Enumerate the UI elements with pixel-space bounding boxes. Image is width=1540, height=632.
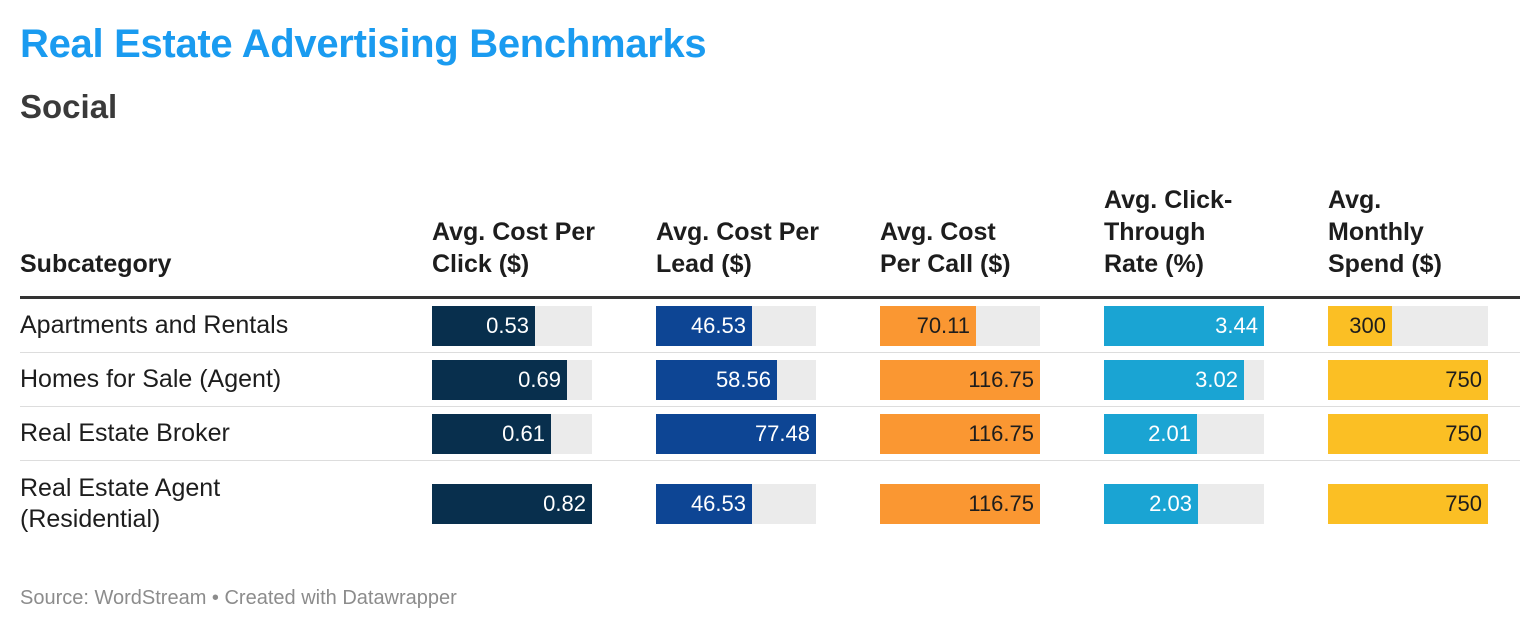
bar-value-label: 116.75 (968, 491, 1034, 516)
bar-value-label: 116.75 (968, 420, 1034, 446)
header-row: Subcategory Avg. Cost Per Click ($) Avg.… (20, 184, 1520, 299)
cost-per-click-bar-track: 0.53 (432, 305, 592, 346)
monthly-spend-bar (1328, 413, 1488, 454)
chart-title: Real Estate Advertising Benchmarks (20, 22, 707, 66)
col-header-cost-per-lead[interactable]: Avg. Cost Per Lead ($) (656, 218, 820, 278)
click-through-rate-bar-track: 3.02 (1104, 359, 1264, 400)
monthly-spend-bar-track: 750 (1328, 359, 1488, 400)
cost-per-call-bar (880, 484, 1040, 524)
click-through-rate-bar (1104, 413, 1197, 454)
benchmark-table: Subcategory Avg. Cost Per Click ($) Avg.… (20, 184, 1520, 547)
monthly-spend-bar (1328, 484, 1488, 524)
cost-per-lead-bar-track: 77.48 (656, 413, 816, 454)
col-header-cost-per-click[interactable]: Avg. Cost Per Click ($) (432, 218, 596, 278)
cost-per-click-bar (432, 359, 567, 400)
table-row: Real Estate Agent (Residential) 0.82 46.53… (20, 461, 1520, 548)
bar-value-label: 0.82 (543, 491, 586, 516)
bar-value-label: 116.75 (968, 366, 1034, 392)
chart-subtitle: Social (20, 88, 118, 125)
table-row: Apartments and Rentals 0.53 46.53 70.11 3.44… (20, 297, 1520, 353)
source-note: Source: WordStream • Created with Datawr… (20, 587, 457, 609)
bar-value-label: 58.56 (715, 366, 771, 392)
click-through-rate-bar-track: 2.01 (1104, 413, 1264, 454)
col-header-click-through-rate[interactable]: Avg. Click-Through Rate (%) (1104, 186, 1233, 278)
bar-value-label: 2.03 (1149, 491, 1192, 516)
cost-per-lead-bar-track: 58.56 (656, 359, 816, 400)
cost-per-lead-bar-track: 46.53 (656, 484, 816, 524)
click-through-rate-bar (1104, 305, 1264, 346)
cost-per-call-bar-track: 116.75 (880, 413, 1040, 454)
cost-per-call-bar (880, 305, 976, 346)
cost-per-lead-bar (656, 305, 752, 346)
bar-value-label: 77.48 (754, 420, 810, 446)
table-row: Homes for Sale (Agent) 0.69 58.56 116.75 3.0… (20, 352, 1520, 407)
monthly-spend-bar-track: 750 (1328, 484, 1488, 524)
cost-per-call-bar-track: 116.75 (880, 484, 1040, 524)
bar-value-label: 750 (1445, 491, 1482, 516)
subcategory-label: Real Estate Broker (20, 419, 230, 447)
monthly-spend-bar-track: 300 (1328, 305, 1488, 346)
bar-value-label: 300 (1349, 312, 1386, 338)
bar-value-label: 70.11 (916, 312, 970, 338)
cost-per-click-bar-track: 0.82 (432, 484, 592, 524)
monthly-spend-bar (1328, 359, 1488, 400)
cost-per-click-bar (432, 484, 592, 524)
click-through-rate-bar (1104, 359, 1244, 400)
bar-value-label: 46.53 (690, 491, 746, 516)
bar-value-label: 0.61 (502, 420, 545, 446)
monthly-spend-bar (1328, 305, 1392, 346)
cost-per-call-bar-track: 70.11 (880, 305, 1040, 346)
cost-per-click-bar-track: 0.61 (432, 413, 592, 454)
bar-value-label: 46.53 (690, 312, 746, 338)
cost-per-click-bar-track: 0.69 (432, 359, 592, 400)
click-through-rate-bar (1104, 484, 1198, 524)
cost-per-call-bar (880, 413, 1040, 454)
bar-value-label: 2.01 (1148, 420, 1191, 446)
table-body: Apartments and Rentals 0.53 46.53 70.11 3.44… (20, 297, 1520, 548)
col-header-subcategory[interactable]: Subcategory (20, 184, 432, 299)
bar-value-label: 750 (1445, 366, 1482, 392)
col-header-monthly-spend[interactable]: Avg. Monthly Spend ($) (1328, 186, 1442, 278)
cost-per-lead-bar (656, 484, 752, 524)
click-through-rate-bar-track: 2.03 (1104, 484, 1264, 524)
click-through-rate-bar-track: 3.44 (1104, 305, 1264, 346)
subcategory-label: Homes for Sale (Agent) (20, 365, 282, 393)
subcategory-label: Apartments and Rentals (20, 311, 289, 339)
table-row: Real Estate Broker 0.61 77.48 116.75 2.01 750 (20, 406, 1520, 461)
cost-per-lead-bar-track: 46.53 (656, 305, 816, 346)
cost-per-click-bar (432, 413, 551, 454)
cost-per-click-bar (432, 305, 535, 346)
bar-value-label: 0.53 (486, 312, 529, 338)
col-header-cost-per-call[interactable]: Avg. Cost Per Call ($) (880, 218, 1011, 278)
cost-per-call-bar (880, 359, 1040, 400)
bar-value-label: 0.69 (518, 366, 561, 392)
cost-per-call-bar-track: 116.75 (880, 359, 1040, 400)
cost-per-lead-bar (656, 413, 816, 454)
bar-value-label: 750 (1445, 420, 1482, 446)
cost-per-lead-bar (656, 359, 777, 400)
bar-value-label: 3.02 (1195, 366, 1238, 392)
monthly-spend-bar-track: 750 (1328, 413, 1488, 454)
subcategory-label: Real Estate Agent (Residential) (20, 474, 221, 533)
bar-value-label: 3.44 (1215, 312, 1258, 338)
